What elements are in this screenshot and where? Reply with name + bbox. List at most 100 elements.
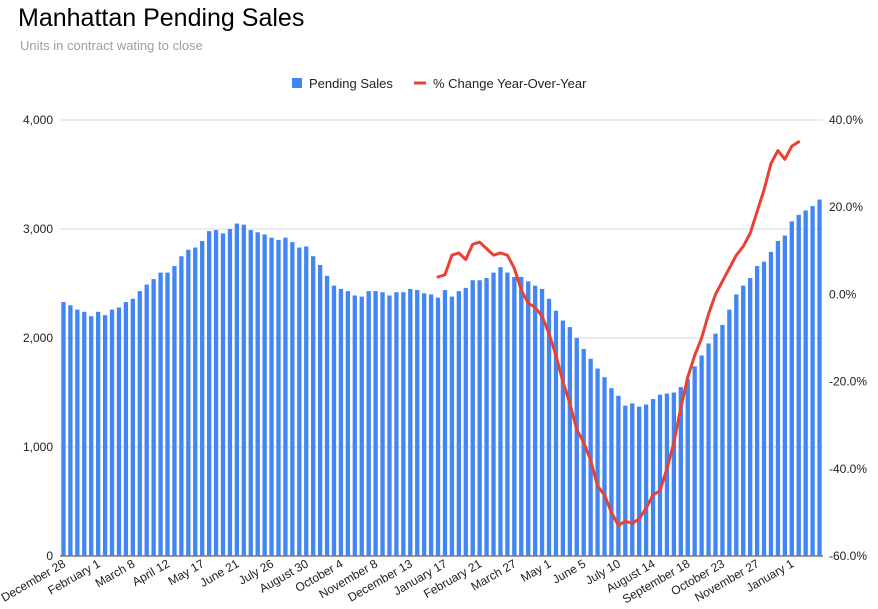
bar <box>609 388 614 556</box>
bar <box>61 302 66 556</box>
y-right-tick-label: 20.0% <box>829 200 863 214</box>
bar <box>782 235 788 557</box>
bar <box>796 214 801 556</box>
bar <box>498 267 503 556</box>
legend-label-yoy-change: % Change Year-Over-Year <box>433 76 587 91</box>
bar <box>241 224 246 556</box>
bar <box>741 285 746 556</box>
bar <box>616 395 621 556</box>
bar <box>262 234 267 556</box>
bar <box>82 311 87 556</box>
y-right-tick-label: 0.0% <box>829 287 857 301</box>
bar <box>574 338 579 556</box>
bar <box>304 246 309 556</box>
x-tick-label: May 1 <box>518 556 554 585</box>
bar <box>768 251 774 556</box>
bar <box>817 199 822 556</box>
bar <box>137 291 142 556</box>
bar <box>727 309 732 556</box>
bar <box>761 261 767 556</box>
bar <box>720 324 725 556</box>
bar <box>373 291 378 556</box>
bar <box>713 333 718 556</box>
bar <box>102 315 108 556</box>
chart-title: Manhattan Pending Sales <box>18 4 305 32</box>
bar <box>560 320 566 556</box>
bar <box>699 355 704 556</box>
bar <box>213 230 219 556</box>
bar <box>505 272 510 556</box>
bar <box>477 280 482 556</box>
bar <box>775 240 781 557</box>
y-left-tick-label: 3,000 <box>23 222 53 236</box>
bar <box>227 229 233 556</box>
y-right-tick-label: 40.0% <box>829 113 863 127</box>
bar <box>130 298 135 556</box>
bar <box>435 297 441 556</box>
bar <box>463 287 468 556</box>
bar <box>685 379 690 556</box>
bar <box>380 292 385 556</box>
bar <box>456 291 461 556</box>
bar <box>664 393 670 556</box>
bar <box>179 256 184 556</box>
bar <box>95 311 101 556</box>
bar <box>678 387 683 556</box>
bar <box>109 309 115 556</box>
bar <box>519 276 524 556</box>
bar <box>484 278 489 556</box>
bar <box>428 294 434 556</box>
bar <box>442 290 448 556</box>
y-left-tick-label: 1,000 <box>23 440 53 454</box>
bar <box>366 291 371 556</box>
bar <box>449 296 455 556</box>
bar <box>359 296 364 556</box>
y-left-tick-label: 0 <box>46 549 53 563</box>
legend: Pending Sales % Change Year-Over-Year <box>292 76 587 91</box>
bar <box>283 237 288 556</box>
y-left-tick-label: 4,000 <box>23 113 53 127</box>
x-tick-label: June 5 <box>550 556 588 586</box>
x-tick-label: March 8 <box>93 556 138 590</box>
y-left-tick-label: 2,000 <box>23 331 53 345</box>
chart-subtitle: Units in contract wating to close <box>20 38 203 53</box>
bar <box>331 285 337 556</box>
y-right-tick-label: -60.0% <box>829 549 867 563</box>
bar <box>512 276 517 556</box>
bar <box>789 221 794 556</box>
bar-series-pending-sales <box>61 199 822 557</box>
bar <box>643 404 649 556</box>
y-axis-left: 0 1,000 2,000 3,000 4,000 <box>23 113 53 563</box>
bar <box>706 343 711 556</box>
bar <box>89 316 94 556</box>
bar <box>581 348 586 556</box>
y-axis-right: -60.0% -40.0% -20.0% 0.0% 20.0% 40.0% <box>829 113 867 563</box>
line-series-yoy-change <box>436 140 801 527</box>
x-tick-label: April 12 <box>130 556 173 589</box>
bar <box>248 230 253 556</box>
bar <box>692 366 697 556</box>
bar <box>172 266 177 556</box>
bar <box>408 288 413 556</box>
bar <box>539 288 545 556</box>
y-right-tick-label: -20.0% <box>829 375 867 389</box>
bar <box>317 264 323 556</box>
y-right-tick-label: -40.0% <box>829 462 867 476</box>
bar <box>650 399 656 556</box>
bar <box>220 233 226 557</box>
bar <box>158 272 163 556</box>
bar <box>276 239 281 556</box>
bar <box>255 232 260 556</box>
bar <box>144 284 149 556</box>
bar <box>75 309 80 556</box>
bar <box>345 291 351 556</box>
bar <box>630 403 635 556</box>
bar <box>553 310 559 556</box>
bar <box>186 249 191 556</box>
bar <box>123 302 129 556</box>
bar <box>394 292 399 556</box>
bar <box>401 292 406 556</box>
